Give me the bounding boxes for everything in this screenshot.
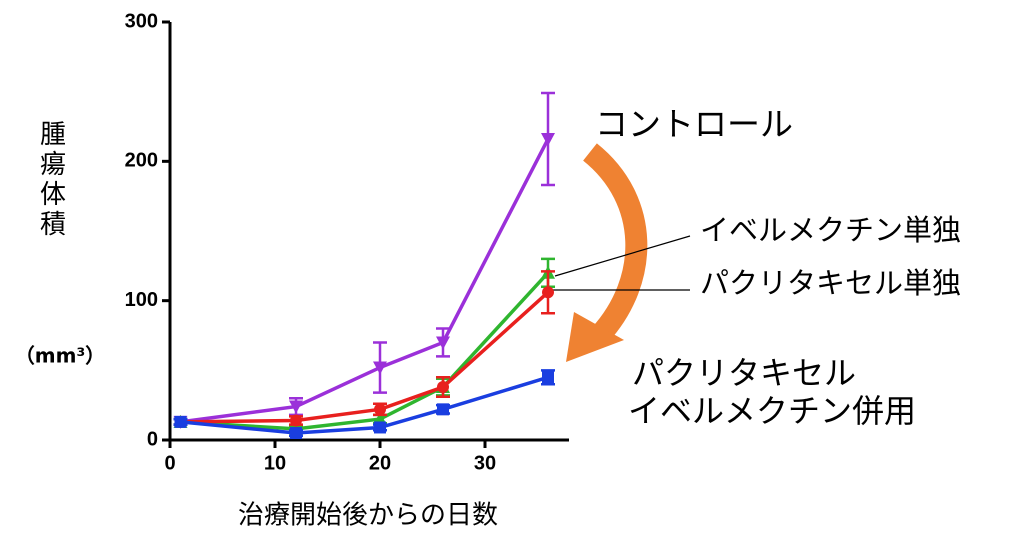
series-label: パクリタキセル単独 bbox=[700, 266, 961, 300]
marker bbox=[542, 286, 554, 299]
marker bbox=[374, 403, 386, 416]
marker bbox=[374, 421, 386, 434]
marker bbox=[373, 361, 387, 375]
x-tick-label: 10 bbox=[264, 452, 286, 474]
x-tick-label: 30 bbox=[474, 452, 496, 474]
marker bbox=[290, 414, 302, 427]
marker bbox=[289, 400, 303, 414]
series-line bbox=[180, 291, 550, 424]
marker bbox=[290, 427, 302, 440]
trend-arrow bbox=[582, 143, 648, 343]
marker bbox=[174, 415, 187, 428]
trend-arrow-head bbox=[566, 312, 624, 362]
x-tick-label: 0 bbox=[164, 452, 175, 474]
marker bbox=[436, 336, 450, 350]
marker bbox=[541, 133, 555, 147]
marker bbox=[437, 403, 449, 416]
marker bbox=[542, 371, 554, 384]
y-tick-label: 300 bbox=[125, 10, 158, 32]
y-axis-unit: （mm³） bbox=[15, 344, 105, 368]
x-tick-label: 20 bbox=[369, 452, 391, 474]
series-label: パクリタキセル bbox=[632, 354, 856, 392]
y-tick-label: 100 bbox=[125, 289, 158, 311]
y-tick-label: 0 bbox=[147, 428, 158, 450]
y-tick-label: 200 bbox=[125, 150, 158, 172]
x-axis-label: 治療開始後からの日数 bbox=[238, 501, 498, 531]
y-axis-label: 腫瘍体積 bbox=[36, 120, 66, 240]
series-line bbox=[180, 271, 550, 431]
series-label: コントロール bbox=[595, 105, 793, 144]
series-label: イベルメクチン単独 bbox=[700, 213, 961, 247]
marker bbox=[437, 381, 449, 394]
series-label: イベルメクチン併用 bbox=[628, 392, 916, 430]
leader-line bbox=[554, 235, 691, 277]
series-line bbox=[180, 138, 550, 424]
